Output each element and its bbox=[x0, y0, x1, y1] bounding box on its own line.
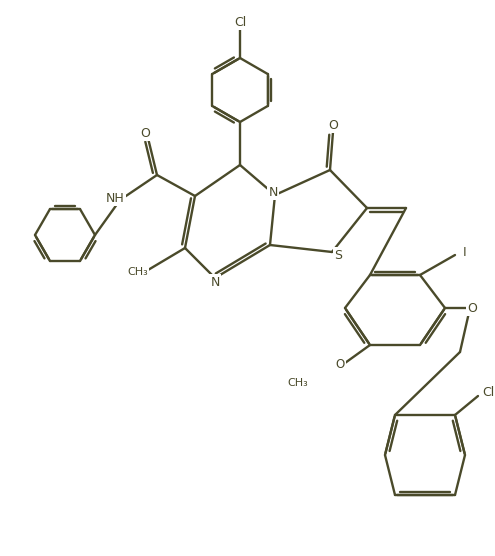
Text: N: N bbox=[210, 276, 220, 289]
Text: O: O bbox=[336, 359, 345, 371]
Text: O: O bbox=[328, 118, 338, 132]
Text: O: O bbox=[467, 301, 477, 315]
Text: Cl: Cl bbox=[482, 386, 494, 400]
Text: I: I bbox=[463, 246, 467, 259]
Text: NH: NH bbox=[105, 191, 124, 205]
Text: S: S bbox=[334, 249, 342, 261]
Text: CH₃: CH₃ bbox=[288, 378, 308, 388]
Text: Cl: Cl bbox=[234, 16, 246, 28]
Text: O: O bbox=[140, 127, 150, 140]
Text: N: N bbox=[268, 186, 278, 198]
Text: CH₃: CH₃ bbox=[128, 267, 148, 277]
